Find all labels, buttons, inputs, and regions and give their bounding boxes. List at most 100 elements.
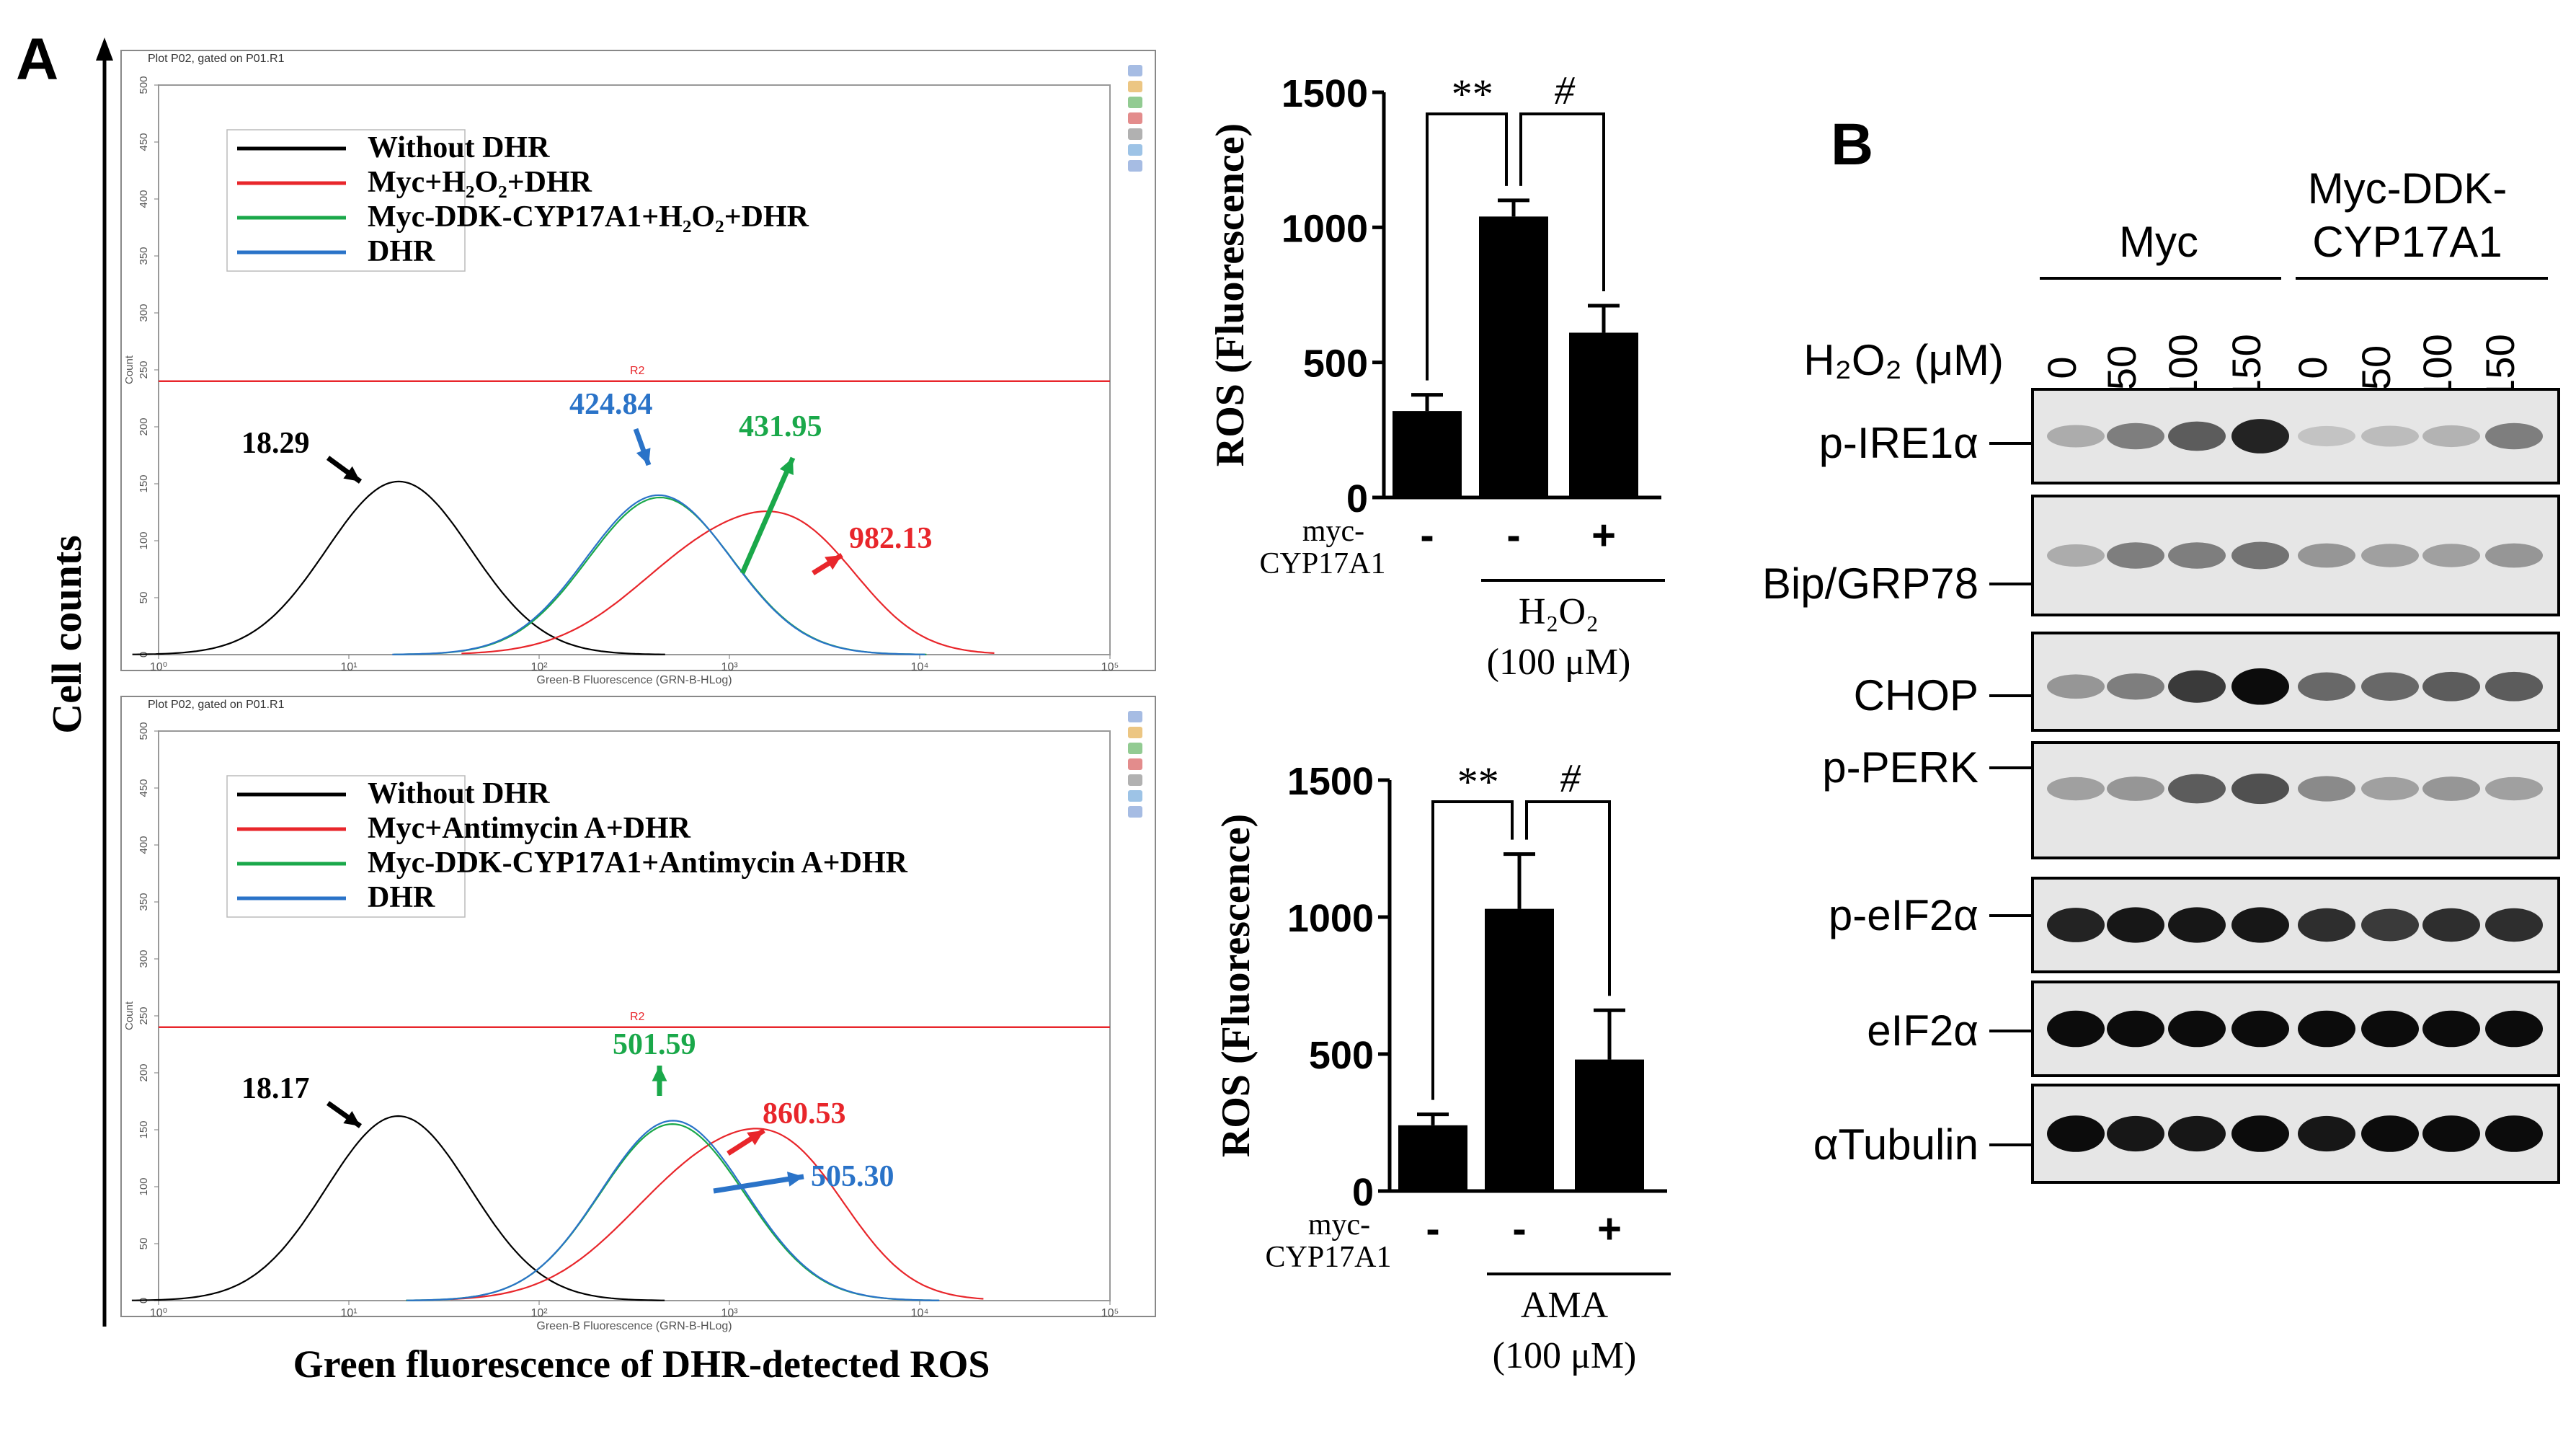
bar-3: [1569, 332, 1638, 497]
band: [2231, 541, 2289, 570]
h2o2-label: H₂O₂ (μM): [1803, 336, 2004, 384]
y-tick-label: 300: [138, 304, 150, 322]
histogram-2: [450, 1128, 984, 1301]
blot-frame: [2031, 741, 2560, 859]
annotation-1: 18.17: [241, 1072, 310, 1105]
y-tick-label: 350: [138, 893, 150, 911]
category-label-3: +: [1591, 512, 1616, 559]
y-tick-label: 200: [138, 1063, 150, 1081]
band: [2168, 907, 2226, 943]
histogram-4: [392, 494, 925, 655]
toolbar-icon: [1128, 806, 1142, 818]
y-tick-label: 150: [138, 1120, 150, 1138]
y-tick-label: 100: [138, 531, 150, 549]
toolbar-icon: [1128, 743, 1142, 754]
significance-bracket-2: [1519, 112, 1605, 291]
band: [2298, 543, 2355, 568]
blot-6: eIF2α: [1867, 981, 2560, 1077]
band: [2168, 774, 2226, 804]
annotation-3: 431.95: [739, 410, 822, 443]
flow-count-label: Count: [123, 355, 136, 384]
lane-label-5: 0: [2290, 356, 2335, 379]
band: [2485, 543, 2543, 568]
band: [2361, 1010, 2419, 1048]
category-label-3: +: [1597, 1205, 1622, 1252]
toolbar-icon: [1128, 160, 1142, 172]
toolbar-icon: [1128, 711, 1142, 722]
bar-3: [1575, 1059, 1644, 1191]
lane-label-6: 50: [2353, 345, 2399, 390]
y-axis-arrow-head: [96, 37, 113, 61]
blot-frame: [2031, 388, 2560, 484]
y-tick-label: 150: [138, 474, 150, 492]
band: [2107, 1115, 2164, 1152]
blot-7: αTubulin: [1813, 1084, 2560, 1184]
protein-label-6: eIF2α: [1867, 1006, 1978, 1055]
band: [2231, 907, 2289, 943]
y-tick-label: 50: [138, 592, 150, 604]
annotation-1: 18.29: [241, 427, 310, 460]
treatment-label: AMA: [1521, 1285, 1609, 1326]
significance-bracket-1: [1431, 800, 1514, 1100]
band: [2168, 1115, 2226, 1152]
annotation-1-arrowhead: [343, 1110, 360, 1126]
blot-2: Bip/GRP78: [1762, 495, 2560, 616]
x-tick-label: 10³: [721, 661, 738, 673]
y-tick-label: 500: [138, 76, 150, 94]
toolbar-icon: [1128, 727, 1142, 738]
band: [2231, 773, 2289, 805]
x-tick-label: 10⁴: [911, 1307, 929, 1319]
band: [2485, 1010, 2543, 1048]
x-tick-label: 10⁵: [1101, 661, 1119, 673]
band: [2107, 422, 2164, 450]
legend-entry: DHR: [368, 881, 435, 914]
flow-y-axis-title: Cell counts: [43, 535, 90, 734]
x-tick-label: 10³: [721, 1307, 738, 1319]
legend-box: [226, 129, 466, 272]
protein-label-1: p-IRE1α: [1819, 419, 1978, 467]
band: [2422, 776, 2480, 801]
group-label-cyp17a1: CYP17A1: [2312, 218, 2502, 266]
x-tick-label: 10²: [530, 1307, 548, 1319]
y-tick-label: 200: [138, 417, 150, 435]
band: [2231, 419, 2289, 453]
x-tick-label: 10¹: [340, 661, 357, 673]
legend-entry: Myc-DDK-CYP17A1+H₂O₂+DHR: [368, 200, 809, 234]
bar-y-tick-label: 500: [1309, 1034, 1374, 1077]
blot-1: p-IRE1α: [1819, 388, 2560, 484]
bar-y-label: ROS (Fluorescence): [1208, 123, 1253, 466]
y-tick-label: 450: [138, 779, 150, 797]
band: [2485, 776, 2543, 801]
significance-2: #: [1560, 756, 1581, 801]
band: [2361, 908, 2419, 942]
annotation-4-arrowhead: [825, 555, 842, 570]
histogram-2: [461, 510, 995, 655]
x-tick-label: 10⁰: [150, 661, 167, 673]
bar-y-tick-label: 1500: [1282, 72, 1368, 115]
band: [2485, 422, 2543, 450]
protein-label-7: αTubulin: [1813, 1120, 1978, 1169]
annotation-4: 505.30: [811, 1160, 894, 1193]
significance-1: **: [1449, 71, 1491, 118]
y-tick-label: 450: [138, 133, 150, 151]
bar-y-tick-label: 0: [1352, 1171, 1374, 1214]
x-tick-label: 10⁵: [1101, 1307, 1119, 1319]
panel-b-label: B: [1831, 112, 1873, 177]
bar-2: [1485, 908, 1554, 1191]
group-label-myc-ddk: Myc-DDK-: [2308, 164, 2508, 213]
significance-2: #: [1555, 68, 1576, 113]
flow-axis-x-label: Green-B Fluorescence (GRN-B-HLog): [536, 1320, 732, 1332]
band: [2298, 1010, 2355, 1048]
toolbar-icon: [1128, 112, 1142, 124]
band: [2422, 671, 2480, 701]
y-tick-label: 100: [138, 1177, 150, 1195]
group-label-myc: Myc: [2119, 218, 2198, 266]
band: [2047, 1115, 2105, 1152]
band: [2047, 776, 2105, 801]
band: [2361, 1115, 2419, 1152]
band: [2485, 1115, 2543, 1152]
annotation-2-arrowhead: [652, 1066, 667, 1081]
annotation-2: 424.84: [569, 388, 653, 421]
annotation-4-arrowhead: [787, 1172, 804, 1187]
